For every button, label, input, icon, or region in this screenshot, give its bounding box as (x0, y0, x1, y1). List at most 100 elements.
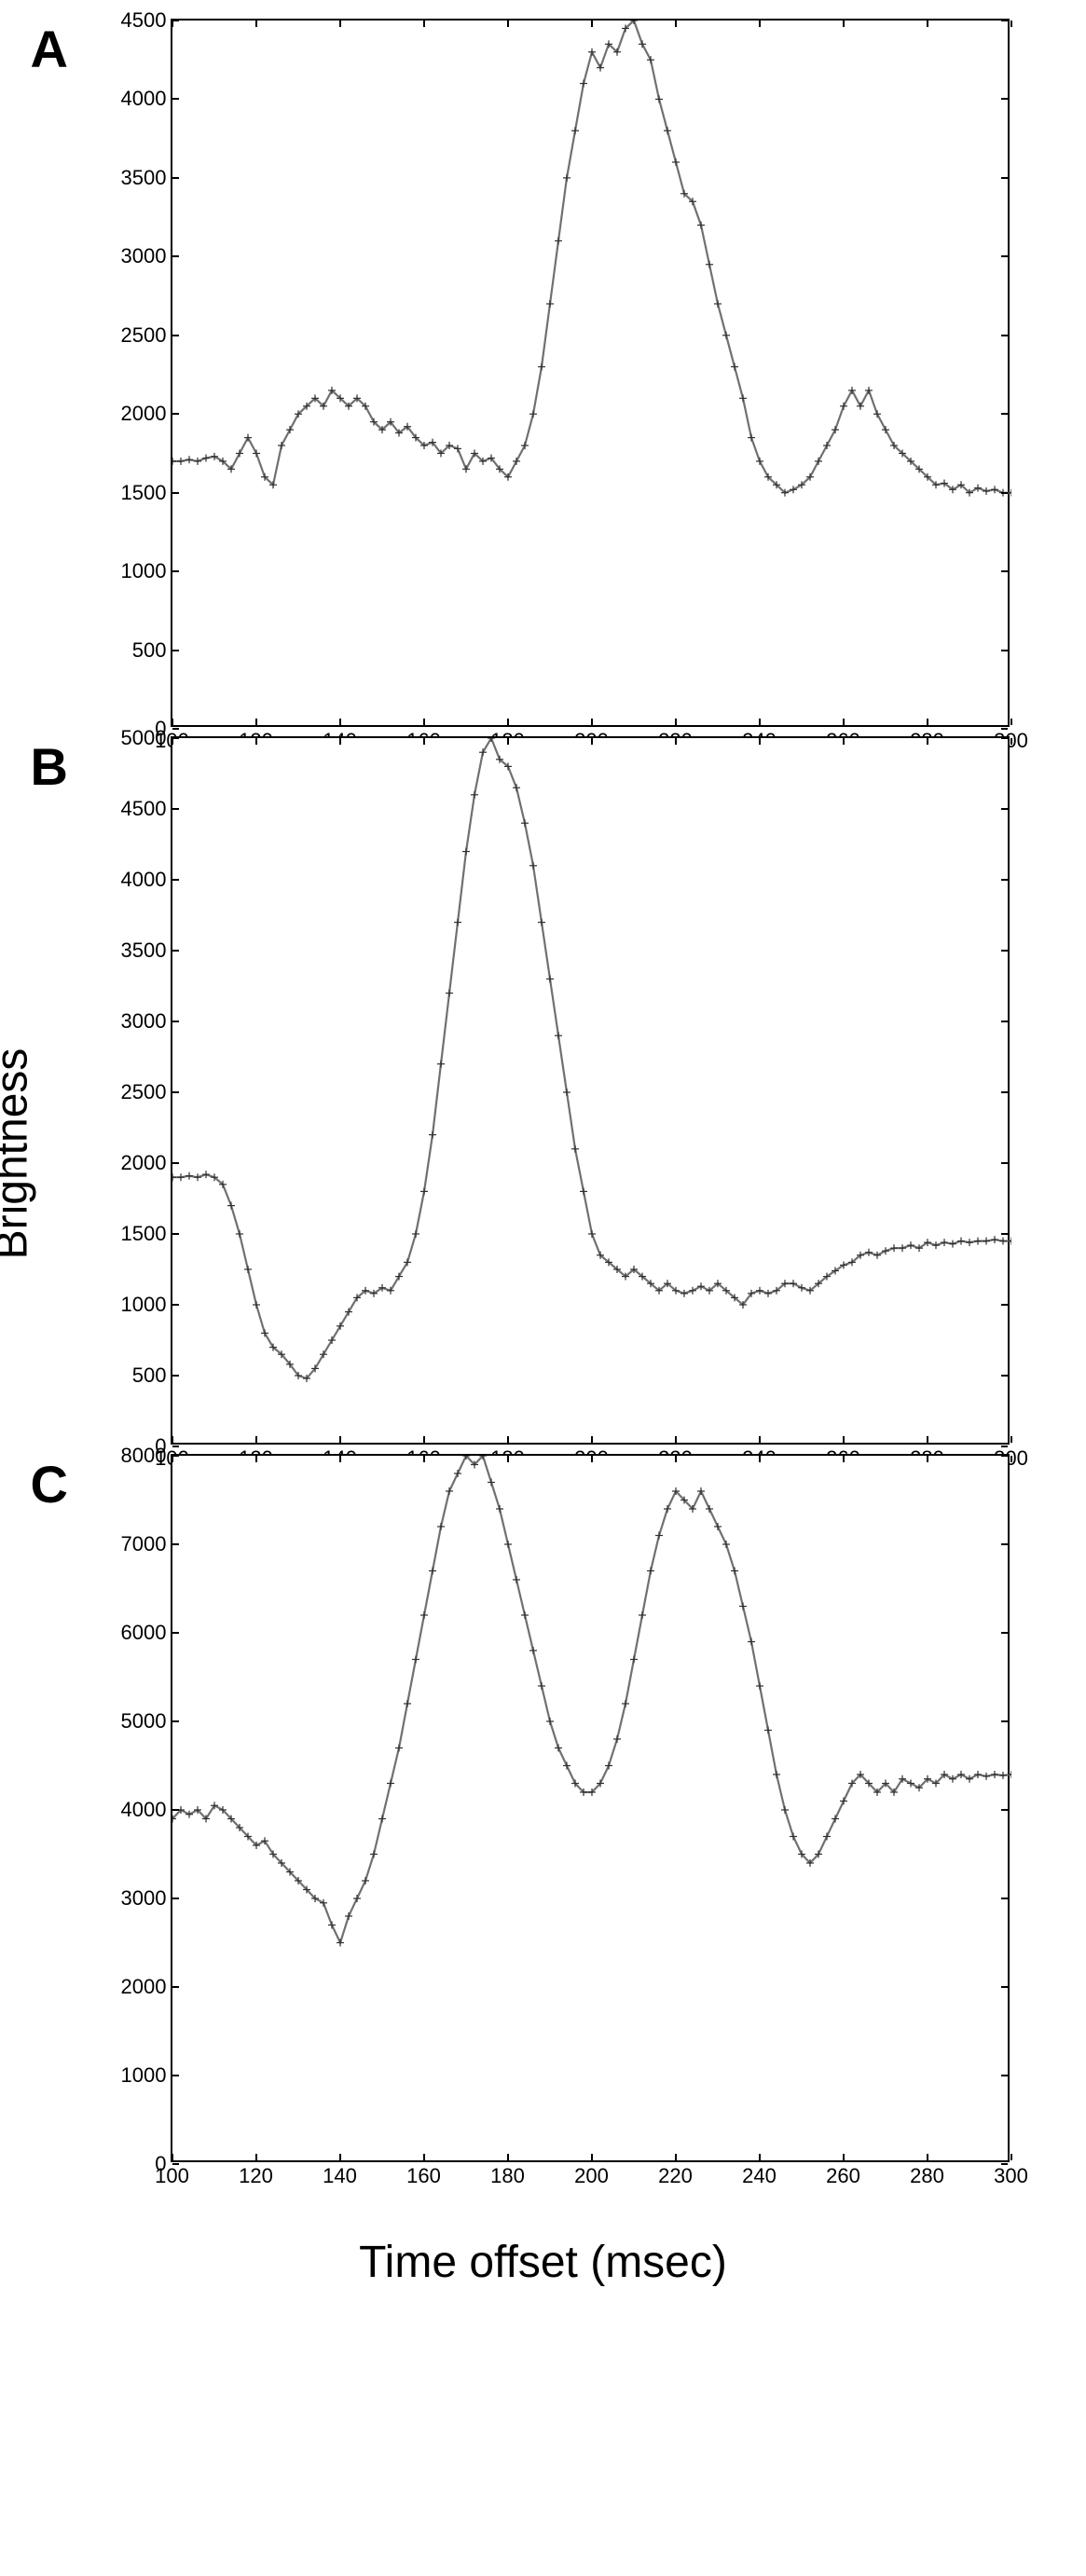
ytick-mark-right (1001, 950, 1008, 952)
ytick-mark (172, 950, 179, 952)
ytick-label: 2500 (121, 1080, 172, 1104)
ytick-mark-right (1001, 1375, 1008, 1377)
series-line (172, 1456, 1011, 1943)
ytick-mark-right (1001, 1720, 1008, 1722)
xtick-mark-top (1010, 738, 1012, 745)
xtick-mark (339, 2154, 341, 2160)
xtick-mark-top (675, 1456, 677, 1462)
ytick-mark (172, 335, 179, 336)
xtick-mark (507, 1436, 509, 1443)
xtick-mark-top (759, 21, 761, 27)
chart-wrapper: 0100020003000400050006000700080001001201… (105, 1454, 1010, 2199)
ytick-mark-right (1001, 1304, 1008, 1306)
ytick-mark (172, 1021, 179, 1022)
ytick-label: 500 (132, 1363, 172, 1388)
ytick-label: 3000 (121, 1009, 172, 1034)
ytick-mark (172, 737, 179, 739)
xtick-mark (1010, 2154, 1012, 2160)
ytick-mark (172, 1455, 179, 1457)
ytick-label: 3000 (121, 244, 172, 268)
xtick-label: 140 (323, 2160, 357, 2188)
xtick-mark (423, 719, 425, 725)
xtick-mark (927, 719, 928, 725)
series-line (172, 21, 1011, 493)
panel-row: A050010001500200025003000350040004500100… (31, 19, 1056, 736)
xtick-mark-top (759, 1456, 761, 1462)
xtick-mark (172, 1436, 173, 1443)
xtick-mark (759, 2154, 761, 2160)
xtick-label: 180 (490, 2160, 525, 2188)
series-markers (172, 738, 1011, 1382)
panel-label: C (31, 1454, 105, 1514)
xtick-mark-top (423, 21, 425, 27)
panel-label: A (31, 19, 105, 79)
ytick-mark (172, 1898, 179, 1899)
chart-svg (172, 738, 1011, 1446)
ytick-mark (172, 879, 179, 881)
ytick-mark (172, 2075, 179, 2076)
xtick-mark (675, 719, 677, 725)
ytick-label: 4000 (121, 868, 172, 892)
ytick-label: 3500 (121, 166, 172, 190)
ytick-label: 4000 (121, 87, 172, 111)
ytick-mark-right (1001, 98, 1008, 100)
xtick-mark (255, 1436, 257, 1443)
chart-svg (172, 1456, 1011, 2164)
x-axis-label: Time offset (msec) (31, 2237, 1056, 2288)
ytick-label: 500 (132, 638, 172, 663)
xtick-mark-top (1010, 21, 1012, 27)
xtick-mark-top (423, 738, 425, 745)
xtick-mark (423, 1436, 425, 1443)
ytick-mark (172, 1091, 179, 1093)
series-line (172, 738, 1011, 1378)
series-markers (172, 1456, 1011, 1947)
ytick-mark (172, 1233, 179, 1235)
ytick-mark-right (1001, 177, 1008, 179)
chart-svg (172, 21, 1011, 729)
ytick-mark (172, 570, 179, 572)
xtick-mark-top (843, 21, 845, 27)
ytick-mark (172, 808, 179, 810)
panel-row: B050010001500200025003000350040004500500… (31, 736, 1056, 1454)
xtick-mark (507, 2154, 509, 2160)
panels-container: A050010001500200025003000350040004500100… (31, 19, 1056, 2199)
ytick-mark-right (1001, 650, 1008, 651)
xtick-mark-top (507, 1456, 509, 1462)
ytick-mark-right (1001, 1809, 1008, 1811)
xtick-mark (759, 719, 761, 725)
ytick-mark (172, 1304, 179, 1306)
xtick-mark-top (591, 738, 593, 745)
panel-row: C010002000300040005000600070008000100120… (31, 1454, 1056, 2199)
chart-wrapper: 0500100015002000250030003500400045005000… (105, 736, 1010, 1454)
xtick-mark (591, 1436, 593, 1443)
ytick-label: 1000 (121, 2063, 172, 2088)
xtick-mark (172, 2154, 173, 2160)
xtick-mark-top (255, 1456, 257, 1462)
ytick-mark (172, 255, 179, 257)
xtick-mark-top (591, 1456, 593, 1462)
panel-label: B (31, 736, 105, 797)
xtick-mark-top (255, 738, 257, 745)
xtick-mark (507, 719, 509, 725)
ytick-label: 8000 (121, 1444, 172, 1468)
ytick-mark-right (1001, 1455, 1008, 1457)
xtick-label: 160 (406, 2160, 441, 2188)
ytick-mark-right (1001, 1898, 1008, 1899)
xtick-mark (843, 1436, 845, 1443)
xtick-mark-top (255, 21, 257, 27)
xtick-mark (843, 2154, 845, 2160)
xtick-label: 200 (574, 2160, 609, 2188)
ytick-mark (172, 1809, 179, 1811)
ytick-mark-right (1001, 1091, 1008, 1093)
xtick-mark-top (675, 738, 677, 745)
xtick-mark-top (507, 738, 509, 745)
xtick-mark (759, 1436, 761, 1443)
ytick-label: 6000 (121, 1621, 172, 1645)
xtick-mark-top (172, 21, 173, 27)
xtick-mark (1010, 1436, 1012, 1443)
xtick-label: 120 (239, 2160, 273, 2188)
xtick-mark-top (843, 738, 845, 745)
ytick-label: 4500 (121, 8, 172, 33)
xtick-mark-top (843, 1456, 845, 1462)
ytick-label: 2000 (121, 1975, 172, 1999)
